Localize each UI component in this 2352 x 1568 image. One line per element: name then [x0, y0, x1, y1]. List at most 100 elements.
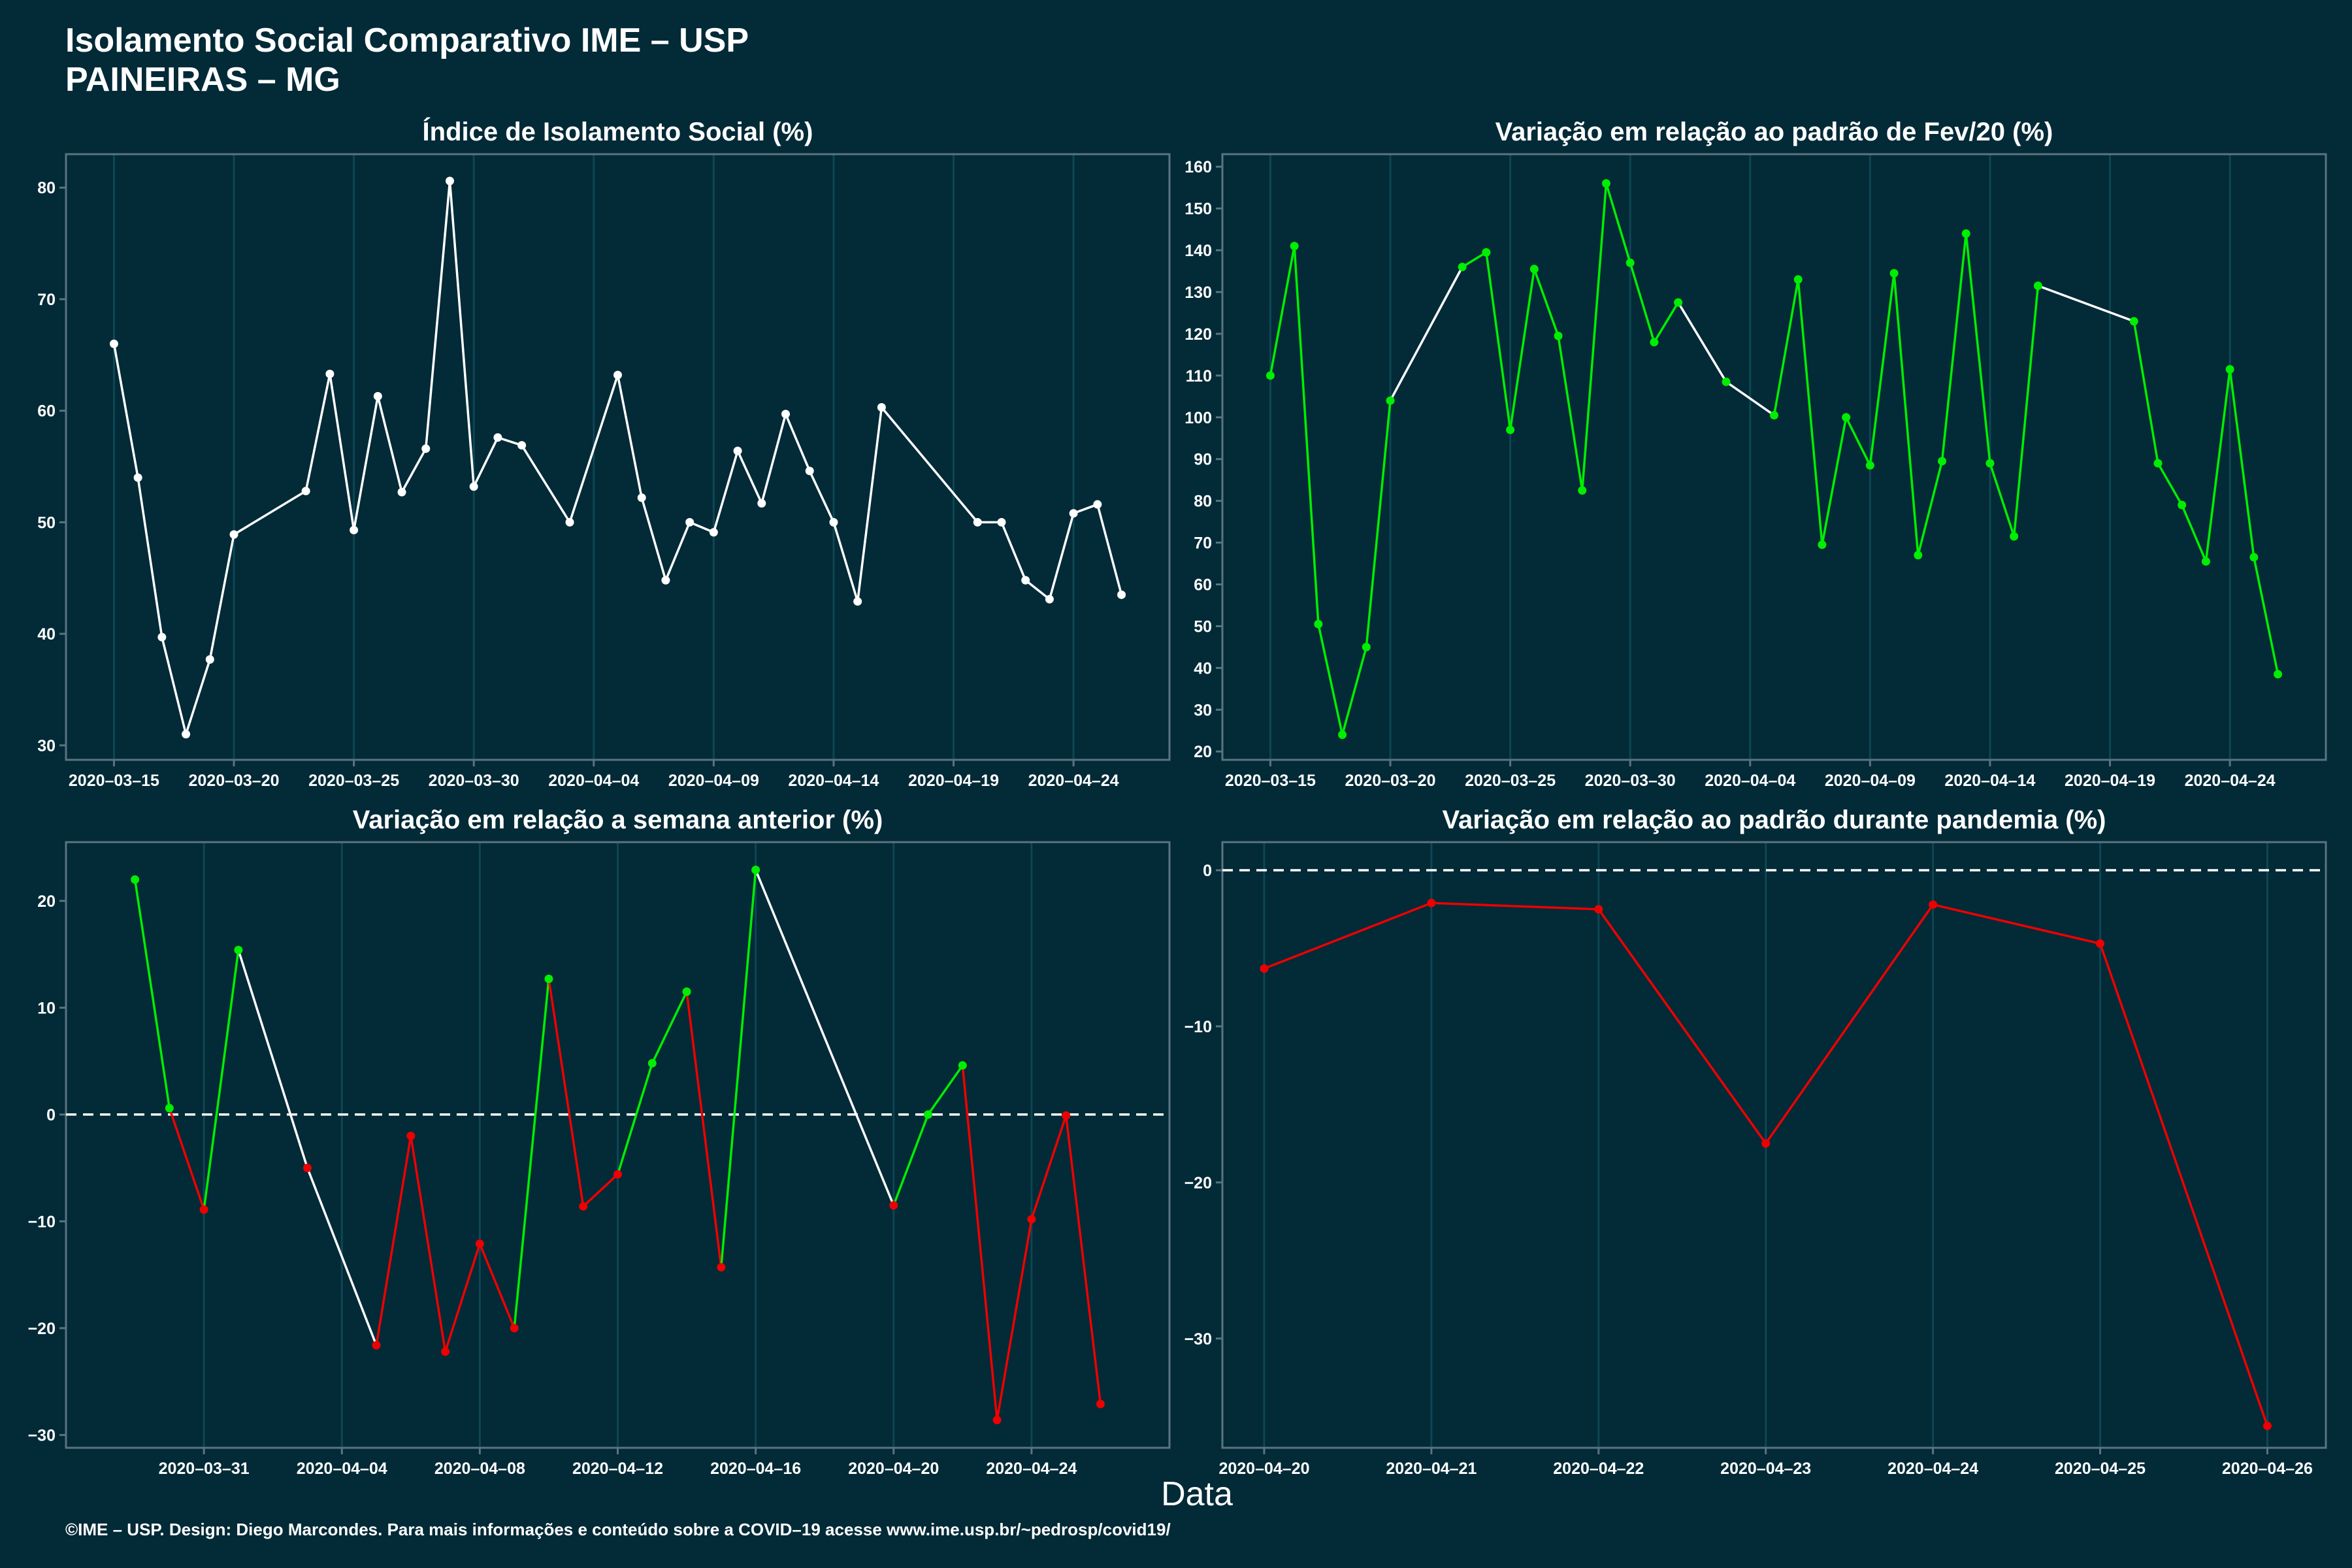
- data-point: [1761, 1139, 1771, 1148]
- data-point: [1458, 263, 1467, 272]
- x-tick-label: 2020–04–04: [548, 772, 639, 790]
- y-tick-label: −10: [1184, 1018, 1212, 1036]
- series-segment: [1965, 233, 1991, 464]
- data-point: [229, 530, 238, 539]
- series-segment: [306, 1168, 378, 1346]
- data-point: [613, 1169, 622, 1179]
- series-segment: [2012, 286, 2040, 537]
- series-segment: [1989, 463, 2016, 537]
- y-tick-label: −20: [28, 1320, 56, 1338]
- data-point: [565, 517, 574, 527]
- x-tick-label: 2020–03–25: [1465, 772, 1556, 790]
- y-tick-label: 60: [1194, 576, 1212, 594]
- data-point: [1021, 576, 1030, 585]
- y-tick-label: 80: [37, 179, 56, 197]
- y-tick-label: −10: [28, 1213, 56, 1231]
- data-point: [1338, 730, 1347, 740]
- data-point: [2178, 500, 2187, 510]
- data-point: [1290, 242, 1299, 251]
- data-point: [397, 487, 406, 497]
- panel-title: Índice de Isolamento Social (%): [423, 117, 813, 146]
- x-tick-label: 2020–04–12: [572, 1460, 663, 1478]
- data-point: [2010, 532, 2019, 541]
- y-tick-label: −30: [1184, 1330, 1212, 1348]
- series-segment: [1509, 269, 1536, 431]
- figure-subtitle: PAINEIRAS – MG: [65, 61, 340, 99]
- series-segment: [1557, 335, 1584, 491]
- x-tick-label: 2020–04–08: [434, 1460, 525, 1478]
- data-point: [1985, 459, 1995, 468]
- data-point: [973, 517, 982, 527]
- data-point: [1865, 461, 1874, 470]
- data-point: [1818, 540, 1827, 549]
- x-tick-label: 2020–04–19: [908, 772, 999, 790]
- series-segment: [1365, 400, 1392, 647]
- series-segment: [616, 1062, 653, 1175]
- series-segment: [1653, 302, 1680, 343]
- x-tick-label: 2020–03–30: [1585, 772, 1676, 790]
- data-point: [685, 517, 694, 527]
- data-point: [445, 176, 454, 186]
- series-segment: [472, 436, 499, 487]
- series-segment: [685, 991, 723, 1267]
- data-point: [469, 482, 478, 491]
- y-tick-label: 0: [46, 1106, 56, 1124]
- series-segment: [881, 406, 979, 523]
- data-point: [579, 1202, 588, 1211]
- series-segment: [760, 414, 787, 504]
- series-segment: [2099, 943, 2269, 1427]
- series-segment: [808, 470, 835, 523]
- data-point: [1506, 425, 1515, 434]
- series-segment: [1000, 521, 1027, 581]
- series-segment: [1462, 251, 1487, 269]
- y-tick-label: 20: [1194, 743, 1212, 761]
- series-segment: [448, 180, 475, 487]
- y-tick-label: 80: [1194, 493, 1212, 511]
- data-point: [2274, 670, 2283, 679]
- series-segment: [133, 879, 171, 1109]
- series-segment: [208, 534, 235, 660]
- data-point: [1961, 229, 1970, 238]
- data-point: [1117, 590, 1126, 599]
- data-point: [2249, 553, 2259, 562]
- series-segment: [2204, 369, 2231, 562]
- x-tick-label: 2020–04–14: [788, 772, 879, 790]
- data-point: [1594, 905, 1603, 914]
- data-point: [2225, 365, 2234, 374]
- data-point: [709, 528, 718, 537]
- series-segment: [1629, 262, 1656, 343]
- series-segment: [2229, 369, 2255, 558]
- series-segment: [478, 1243, 515, 1329]
- series-segment: [1096, 504, 1123, 595]
- data-point: [1938, 457, 1947, 466]
- series-segment: [112, 343, 139, 478]
- series-segment: [1725, 380, 1775, 417]
- x-tick-label: 2020–03–20: [1345, 772, 1435, 790]
- x-tick-label: 2020–03–20: [188, 772, 279, 790]
- series-segment: [137, 477, 163, 638]
- series-segment: [376, 396, 403, 493]
- series-segment: [568, 374, 619, 523]
- series-segment: [168, 1107, 205, 1210]
- data-point: [350, 525, 359, 534]
- data-point: [1069, 509, 1078, 518]
- series-segment: [425, 180, 451, 449]
- panel-frame: [1221, 841, 2327, 1449]
- panel-title: Variação em relação ao padrão durante pa…: [1443, 806, 2106, 834]
- data-point: [637, 493, 646, 502]
- data-point: [1601, 179, 1610, 188]
- series-segment: [1821, 417, 1848, 546]
- x-tick-label: 2020–04–04: [297, 1460, 387, 1478]
- data-point: [853, 597, 862, 606]
- data-point: [1929, 900, 1938, 909]
- data-point: [1260, 964, 1269, 973]
- series-segment: [1605, 183, 1631, 263]
- series-segment: [1933, 903, 2100, 945]
- data-point: [165, 1103, 174, 1113]
- data-point: [2262, 1422, 2272, 1431]
- data-point: [1314, 619, 1323, 629]
- series-segment: [410, 1135, 447, 1352]
- panel-title: Variação em relação ao padrão de Fev/20 …: [1495, 118, 2053, 146]
- series-segment: [1064, 1115, 1102, 1405]
- series-segment: [1431, 902, 1599, 911]
